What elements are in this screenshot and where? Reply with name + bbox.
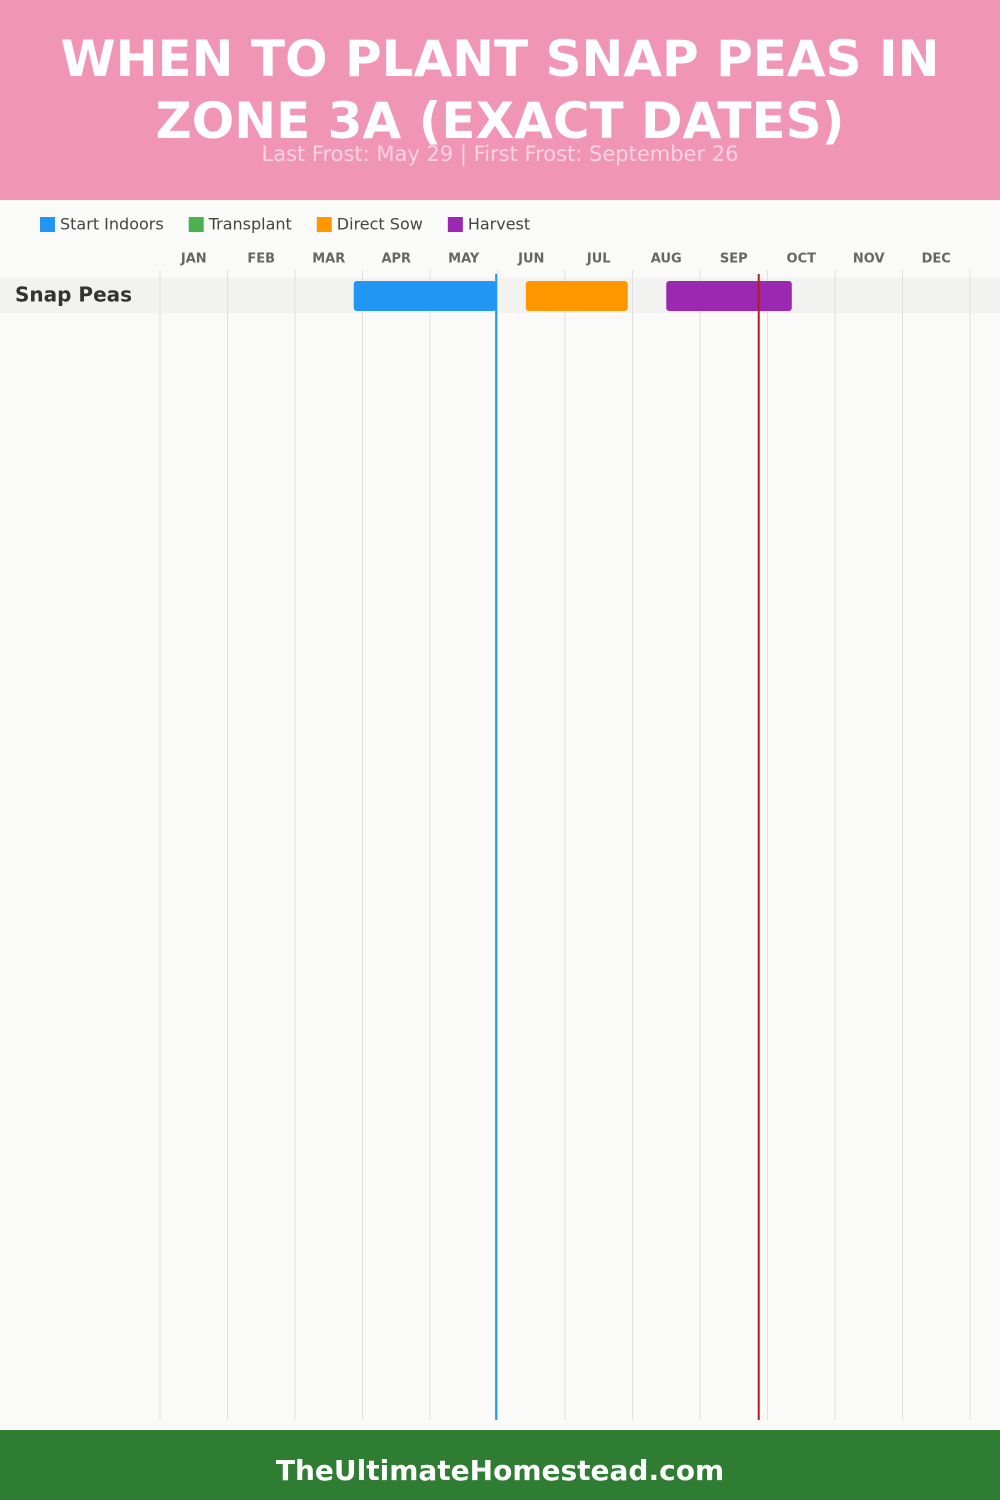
legend-swatch	[316, 217, 332, 232]
title-box: WHEN TO PLANT SNAP PEAS IN ZONE 3A (EXAC…	[60, 30, 940, 150]
header	[0, 0, 1000, 200]
legend-label: Direct Sow	[337, 215, 423, 234]
chart-subtitle: Last Frost: May 29 | First Frost: Septem…	[262, 142, 739, 167]
month-label: AUG	[651, 252, 682, 267]
legend-swatch	[447, 217, 463, 232]
row-band	[0, 278, 1000, 313]
chart-title: WHEN TO PLANT SNAP PEAS IN ZONE 3A (EXAC…	[60, 30, 940, 150]
month-label: FEB	[247, 252, 275, 267]
month-label: DEC	[922, 252, 951, 267]
month-label: NOV	[853, 252, 885, 267]
month-label: JAN	[180, 252, 207, 267]
footer-text: TheUltimateHomestead.com	[276, 1454, 724, 1487]
month-label: OCT	[787, 252, 817, 267]
month-label: APR	[381, 252, 411, 267]
month-label: SEP	[720, 252, 748, 267]
schedule-bar	[666, 281, 792, 311]
month-label: MAR	[312, 252, 345, 267]
month-label: JUL	[586, 252, 611, 267]
month-label: JUN	[517, 252, 544, 267]
row-label: Snap Peas	[15, 283, 132, 307]
month-label: MAY	[448, 252, 480, 267]
legend-label: Start Indoors	[60, 215, 164, 234]
legend-swatch	[40, 217, 55, 232]
legend-label: Harvest	[468, 215, 530, 234]
legend-label: Transplant	[208, 215, 292, 234]
schedule-bar	[353, 281, 497, 311]
footer	[0, 1430, 1000, 1500]
schedule-bar	[525, 281, 628, 311]
legend-swatch	[188, 217, 204, 232]
